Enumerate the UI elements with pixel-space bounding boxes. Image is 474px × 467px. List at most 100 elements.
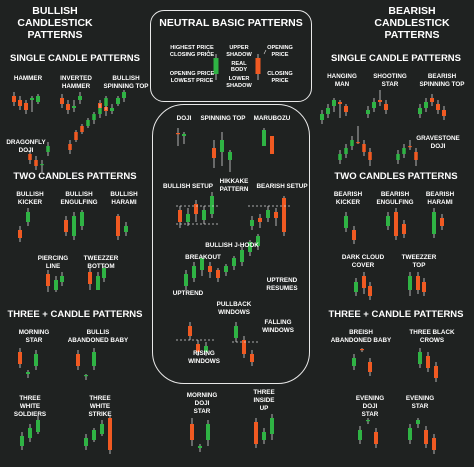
bear-candle — [402, 220, 406, 238]
label-soldiers-2: WHITE — [19, 403, 41, 410]
label-bullish-spinning-2: SPINNING TOP — [103, 83, 149, 90]
label-tweezer-top-1: TWEEZZER — [401, 254, 437, 261]
bear-candle — [374, 428, 378, 448]
label-inverted-hammer-1: INVERTED — [60, 75, 92, 82]
label-breakout: BREAKOUT — [185, 254, 221, 261]
bear-candle — [434, 362, 438, 382]
bull-candle — [256, 234, 260, 250]
label-piercing-1: PIERCING — [37, 255, 69, 262]
bull-candle — [92, 428, 96, 442]
label-bearish-engulfing-1: BEARISH — [380, 191, 410, 198]
label-falling-2: WINDOWS — [262, 327, 294, 334]
bull-candle — [40, 160, 44, 172]
label-evening-doji-3: STAR — [361, 411, 379, 418]
bull-candle — [98, 104, 102, 118]
bear-candle — [378, 90, 382, 106]
bear-candle — [88, 268, 92, 290]
bear-candle — [426, 352, 430, 372]
bull-candle — [100, 420, 104, 436]
bull-candle — [408, 424, 412, 444]
label-hanging-1: HANGING — [327, 73, 357, 80]
bear-candle — [408, 140, 412, 150]
bull-candle — [213, 54, 219, 80]
bear-candle — [24, 100, 28, 114]
label-tiu-2: INSIDE — [253, 397, 275, 404]
bear-candle — [194, 200, 198, 222]
bear-candle — [430, 94, 434, 106]
bear-candle — [34, 156, 38, 170]
label-mds-3: STAR — [193, 408, 211, 415]
guide-line — [207, 49, 211, 55]
label-uptrend: UPTREND — [172, 290, 204, 297]
bull-candle — [28, 424, 32, 442]
anatomy-opening: OPENING PRICE — [169, 71, 215, 77]
label-darkcloud-1: DARK CLOUD — [341, 254, 385, 261]
label-bullish-engulfing-1: BULLISH — [65, 191, 93, 198]
label-morning-star-1: MORNING — [18, 329, 50, 336]
label-pullback-2: WINDOWS — [218, 309, 250, 316]
bull-candle — [234, 322, 238, 342]
label-bearish-kicker-2: KICKER — [335, 199, 361, 206]
bull-candle — [270, 414, 274, 440]
bullish-title-2: CANDLESTICK — [17, 17, 93, 29]
bear-candle — [64, 216, 68, 236]
bull-candle — [432, 208, 436, 238]
bull-candle — [366, 106, 370, 118]
label-gravestone-2: DOJI — [430, 143, 446, 150]
bull-candle — [186, 208, 190, 226]
label-soldiers-3: SOLDIERS — [13, 411, 47, 418]
bear-candle — [436, 100, 440, 114]
bullish-two-heading: TWO CANDLES PATTERNS — [13, 171, 137, 182]
bull-candle — [372, 98, 376, 112]
bear-candle — [208, 262, 212, 278]
bull-candle — [26, 208, 30, 226]
bull-candle — [192, 262, 196, 282]
label-falling-1: FALLING — [264, 319, 292, 326]
label-doji: DOJI — [176, 115, 192, 122]
bull-candle — [248, 240, 252, 256]
label-jhook: BULLISH J-HOOK — [205, 242, 259, 249]
bull-candle — [116, 96, 120, 106]
bull-candle — [26, 370, 30, 378]
label-evening-doji-2: DOJI — [362, 403, 378, 410]
bull-candle — [60, 272, 64, 286]
label-bearish-spinning-2: SPINNING TOP — [419, 81, 465, 88]
bull-candle — [92, 112, 96, 124]
bull-candle — [84, 434, 88, 450]
label-hikkake-1: HIKKAKE — [219, 178, 249, 185]
label-strike-1: THREE — [89, 395, 111, 402]
label-rising-1: RISING — [193, 350, 215, 357]
label-soldiers-1: THREE — [19, 395, 41, 402]
bear-candle — [188, 322, 192, 340]
bear-candle — [422, 278, 426, 296]
label-hammer: HAMMER — [13, 75, 43, 82]
label-tiu-3: UP — [259, 405, 269, 412]
bear-candle — [368, 148, 372, 166]
bull-candle — [344, 212, 348, 232]
bear-candle — [440, 214, 444, 230]
bear-candle — [360, 348, 364, 352]
label-bullish-abandoned-1: BULLIS — [86, 329, 110, 336]
bear-candle — [46, 270, 50, 292]
bull-candle — [416, 418, 420, 428]
bull-candle — [262, 428, 266, 444]
bull-candle — [418, 104, 422, 118]
bull-candle — [86, 118, 90, 128]
bearish-three-heading: THREE + CANDLE PATTERNS — [328, 309, 464, 320]
bull-candle — [228, 150, 232, 172]
label-morning-star-2: STAR — [25, 337, 43, 344]
bull-candle — [358, 426, 362, 444]
bear-candle — [18, 226, 22, 242]
bull-candle — [54, 276, 58, 292]
label-dragonfly-1: DRAGONFLY — [6, 139, 46, 146]
label-bearish-spinning-1: BEARISH — [427, 73, 457, 80]
bear-candle — [356, 126, 360, 144]
bull-candle — [338, 150, 342, 164]
bull-candle — [352, 354, 356, 370]
anatomy-lower-1: LOWER — [228, 76, 250, 82]
anatomy-right-opening-1: OPENING — [267, 45, 293, 51]
bear-candle — [338, 100, 342, 118]
bull-candle — [408, 272, 412, 296]
bull-candle — [332, 98, 336, 112]
